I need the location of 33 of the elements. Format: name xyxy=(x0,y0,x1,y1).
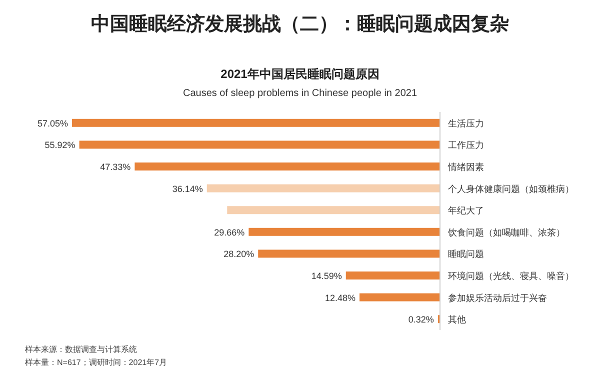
y-tick-label: 情绪因素 xyxy=(447,162,484,172)
y-tick-label: 环境问题（光线、寝具、噪音） xyxy=(448,271,574,281)
bar xyxy=(227,206,440,214)
y-tick-label: 生活压力 xyxy=(448,118,484,128)
y-tick-label: 睡眠问题 xyxy=(448,249,484,260)
y-tick-label: 个人身体健康问题（如颈椎病） xyxy=(448,184,574,194)
bar xyxy=(79,140,440,149)
chart-subtitle: 2021年中国居民睡眠问题原因 xyxy=(220,67,380,81)
data-label: 57.05% xyxy=(37,118,68,128)
data-label: 47.33% xyxy=(100,162,131,172)
bar xyxy=(134,162,440,170)
text: 样本来源：数据调查与计算系统 xyxy=(25,345,137,354)
bar xyxy=(72,118,440,127)
data-label: 36.14% xyxy=(172,184,203,194)
data-label: 55.92% xyxy=(44,140,76,150)
text: 样本量：N=617；调研时间：2021年7月 xyxy=(25,358,168,367)
y-tick-label: 参加娱乐活动后过于兴奋 xyxy=(448,292,547,303)
y-tick-label: 年纪大了 xyxy=(448,206,484,216)
chart-title: 中国睡眠经济发展挑战（二）：睡眠问题成因复杂 xyxy=(91,13,509,35)
y-tick-label: 其他 xyxy=(448,314,466,325)
y-tick-label: 饮食问题（如喝咖啡、浓茶） xyxy=(447,227,565,238)
data-label: 28.20% xyxy=(224,249,254,260)
y-tick-label: 工作压力 xyxy=(448,140,484,150)
bar xyxy=(206,184,440,192)
data-label: 12.48% xyxy=(324,292,356,303)
bar xyxy=(258,250,440,258)
data-label: 14.59% xyxy=(311,271,342,281)
text: Causes of sleep problems in Chinese people in 2021 xyxy=(182,88,418,99)
data-label: 0.32% xyxy=(408,314,434,325)
bar xyxy=(248,228,440,236)
bar xyxy=(346,272,440,280)
data-label: 29.66% xyxy=(214,227,245,238)
bar xyxy=(360,293,440,302)
